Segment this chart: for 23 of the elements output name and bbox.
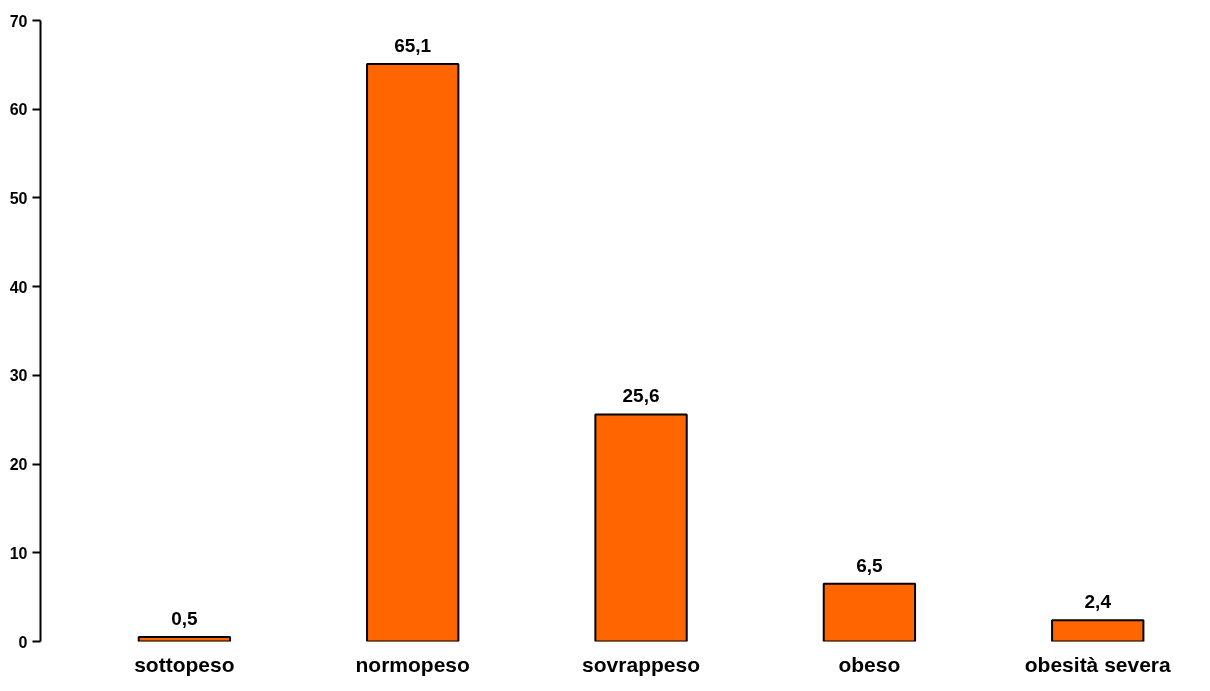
data-label: 6,5: [856, 554, 884, 576]
y-tick-label: 10: [9, 544, 28, 562]
y-tick-label: 40: [9, 278, 28, 296]
y-tick-label: 50: [9, 189, 28, 207]
y-tick-label: 0: [18, 633, 28, 651]
bar: [1051, 619, 1145, 642]
bar: [137, 636, 232, 642]
data-label: 0,5: [171, 608, 198, 630]
y-tick-label: 70: [9, 12, 28, 30]
data-label: 65,1: [394, 34, 432, 56]
x-tick-label: obesità severa: [1024, 652, 1172, 676]
y-tick-label: 60: [9, 101, 28, 119]
x-tick-label: obeso: [838, 652, 901, 676]
y-tick-label: 20: [9, 456, 28, 474]
data-label: 2,4: [1084, 591, 1112, 613]
x-tick-label: sottopeso: [134, 652, 235, 676]
x-tick-label: sovrappeso: [582, 652, 700, 676]
bar: [366, 62, 460, 642]
bar: [822, 582, 917, 642]
y-tick-label: 30: [9, 367, 28, 385]
bar: [594, 413, 688, 642]
data-label: 25,6: [622, 385, 660, 407]
x-tick-label: normopeso: [355, 652, 470, 676]
